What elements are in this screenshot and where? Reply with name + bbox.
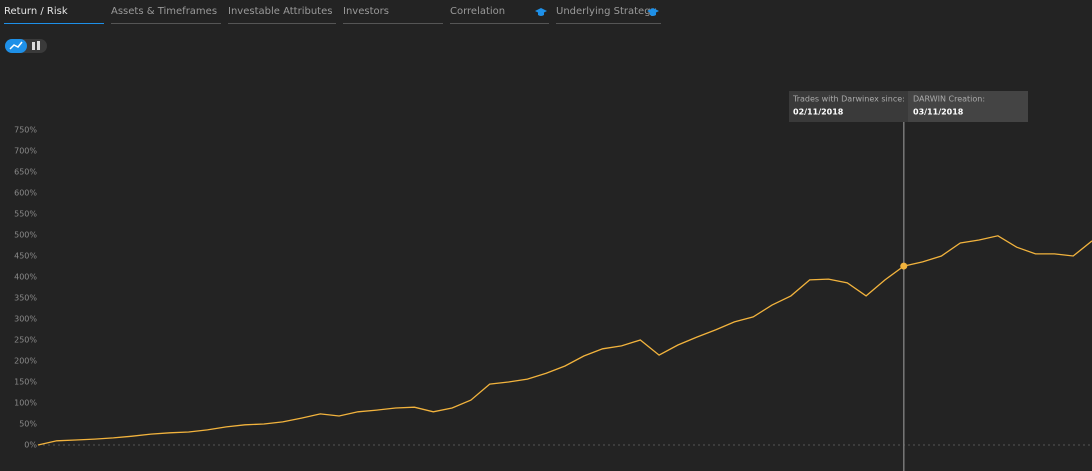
tab[interactable]: Correlation <box>450 6 549 24</box>
y-tick-label: 650% <box>14 168 37 177</box>
y-tick-label: 550% <box>14 210 37 219</box>
y-tick-label: 250% <box>14 336 37 345</box>
highlight-point <box>900 262 908 270</box>
hat-icon <box>647 8 659 16</box>
y-tick-label: 450% <box>14 252 37 261</box>
annotation-label: Trades with Darwinex since: <box>792 95 905 104</box>
annotation-label: DARWIN Creation: <box>913 95 985 104</box>
y-tick-label: 50% <box>19 420 37 429</box>
y-tick-label: 300% <box>14 315 37 324</box>
hat-icon <box>535 8 547 16</box>
annotation-date: 03/11/2018 <box>913 108 964 117</box>
annotation-date: 02/11/2018 <box>793 108 844 117</box>
series-line <box>37 235 1092 446</box>
view-toggle[interactable] <box>5 39 47 53</box>
y-tick-label: 750% <box>14 126 37 135</box>
y-tick-label: 0% <box>24 441 37 450</box>
y-tick-label: 200% <box>14 357 37 366</box>
y-tick-label: 700% <box>14 147 37 156</box>
y-tick-label: 600% <box>14 189 37 198</box>
annotation-box <box>789 91 908 122</box>
tab[interactable]: Assets & Timeframes <box>111 6 221 24</box>
annotation-box <box>908 91 1028 122</box>
y-tick-label: 100% <box>14 399 37 408</box>
y-tick-label: 400% <box>14 273 37 282</box>
tab[interactable]: Investable Attributes <box>228 6 336 24</box>
y-tick-label: 500% <box>14 231 37 240</box>
tab[interactable]: Return / Risk <box>4 6 104 24</box>
tab[interactable]: Underlying Strategy <box>556 6 661 24</box>
tab-label: Correlation <box>450 6 506 17</box>
y-tick-label: 150% <box>14 378 37 387</box>
y-tick-label: 350% <box>14 294 37 303</box>
tab[interactable]: Investors <box>343 6 443 24</box>
tab-label: Underlying Strategy <box>556 6 657 17</box>
